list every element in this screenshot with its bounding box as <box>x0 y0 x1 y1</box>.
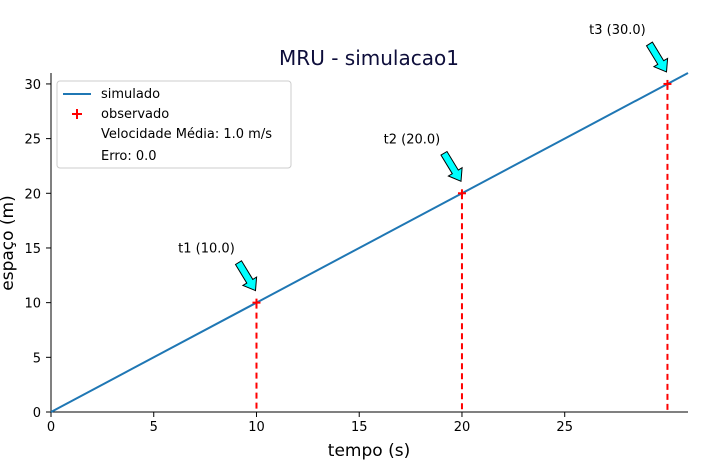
y-tick-label: 0 <box>33 406 41 421</box>
y-tick-label: 25 <box>24 133 41 148</box>
annotation-arrow <box>440 150 463 183</box>
y-axis-label: espaço (m) <box>0 195 18 291</box>
annotations: t1 (10.0) t2 (20.0) t3 (30.0) <box>178 23 669 292</box>
y-tick-label: 5 <box>33 351 41 366</box>
legend-velocidade: Velocidade Média: 1.0 m/s <box>101 127 272 142</box>
legend-box <box>56 80 292 169</box>
x-tick-label: 20 <box>454 420 471 435</box>
series-layer <box>50 72 689 413</box>
annotation-label: t1 (10.0) <box>178 242 235 257</box>
annotation-label: t2 (20.0) <box>384 132 441 147</box>
x-tick-label: 25 <box>556 420 573 435</box>
y-tick-label: 20 <box>24 187 41 202</box>
x-axis-label: tempo (s) <box>328 441 410 461</box>
chart-title: MRU - simulacao1 <box>279 46 459 70</box>
data-point-observado <box>252 298 261 307</box>
y-ticks: 0 5 10 15 20 25 30 <box>24 78 51 421</box>
y-tick-label: 10 <box>24 297 41 312</box>
y-tick-label: 30 <box>24 78 41 93</box>
y-tick-label: 15 <box>24 242 41 257</box>
x-tick-label: 0 <box>47 420 55 435</box>
annotation-arrow <box>234 260 258 292</box>
axes <box>50 73 688 413</box>
legend-marker-observado <box>72 109 82 119</box>
annotation-label: t3 (30.0) <box>589 23 646 38</box>
legend: simulado observado Velocidade Média: 1.0… <box>56 80 292 169</box>
legend-label-observado: observado <box>101 107 169 122</box>
x-ticks: 0 5 10 15 20 25 <box>47 412 573 435</box>
annotation-arrow <box>645 41 669 73</box>
legend-label-simulado: simulado <box>101 87 160 102</box>
x-tick-label: 10 <box>248 420 265 435</box>
reference-lines <box>255 83 669 412</box>
legend-erro: Erro: 0.0 <box>101 149 157 164</box>
x-tick-label: 5 <box>150 420 158 435</box>
data-point-observado <box>663 79 672 88</box>
x-tick-label: 15 <box>351 420 368 435</box>
data-point-observado <box>457 189 466 198</box>
series-line-simulado <box>50 72 689 413</box>
